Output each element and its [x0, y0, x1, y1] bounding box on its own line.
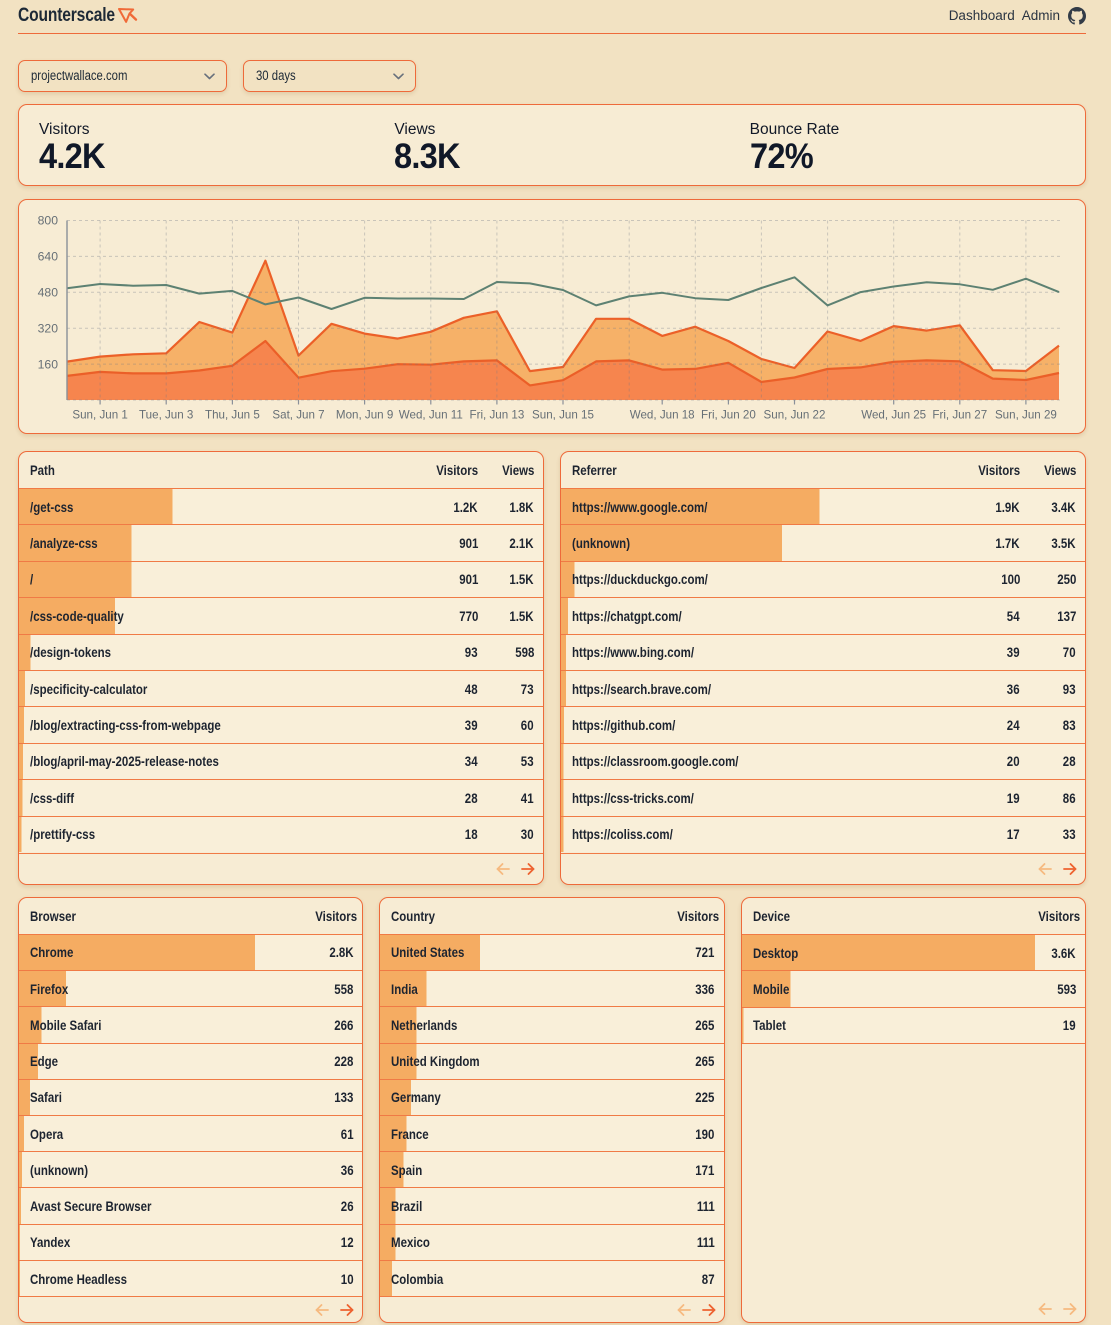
svg-text:Sat, Jun 7: Sat, Jun 7: [272, 409, 324, 422]
svg-text:Sun, Jun 29: Sun, Jun 29: [995, 409, 1057, 422]
svg-text:Mon, Jun 9: Mon, Jun 9: [336, 409, 393, 422]
svg-text:Tue, Jun 3: Tue, Jun 3: [139, 409, 193, 422]
svg-text:640: 640: [38, 250, 59, 264]
svg-text:Fri, Jun 27: Fri, Jun 27: [932, 409, 987, 422]
svg-text:Wed, Jun 18: Wed, Jun 18: [630, 409, 695, 422]
svg-text:Thu, Jun 5: Thu, Jun 5: [205, 409, 260, 422]
svg-text:Sun, Jun 1: Sun, Jun 1: [72, 409, 127, 422]
svg-text:160: 160: [38, 357, 59, 371]
svg-text:Fri, Jun 20: Fri, Jun 20: [701, 409, 756, 422]
svg-text:320: 320: [38, 321, 59, 335]
svg-text:Fri, Jun 13: Fri, Jun 13: [470, 409, 525, 422]
svg-text:Sun, Jun 22: Sun, Jun 22: [764, 409, 826, 422]
svg-text:Sun, Jun 15: Sun, Jun 15: [532, 409, 594, 422]
svg-text:480: 480: [38, 286, 59, 300]
svg-text:800: 800: [38, 214, 59, 228]
svg-text:Wed, Jun 25: Wed, Jun 25: [861, 409, 926, 422]
svg-text:Wed, Jun 11: Wed, Jun 11: [399, 409, 463, 422]
